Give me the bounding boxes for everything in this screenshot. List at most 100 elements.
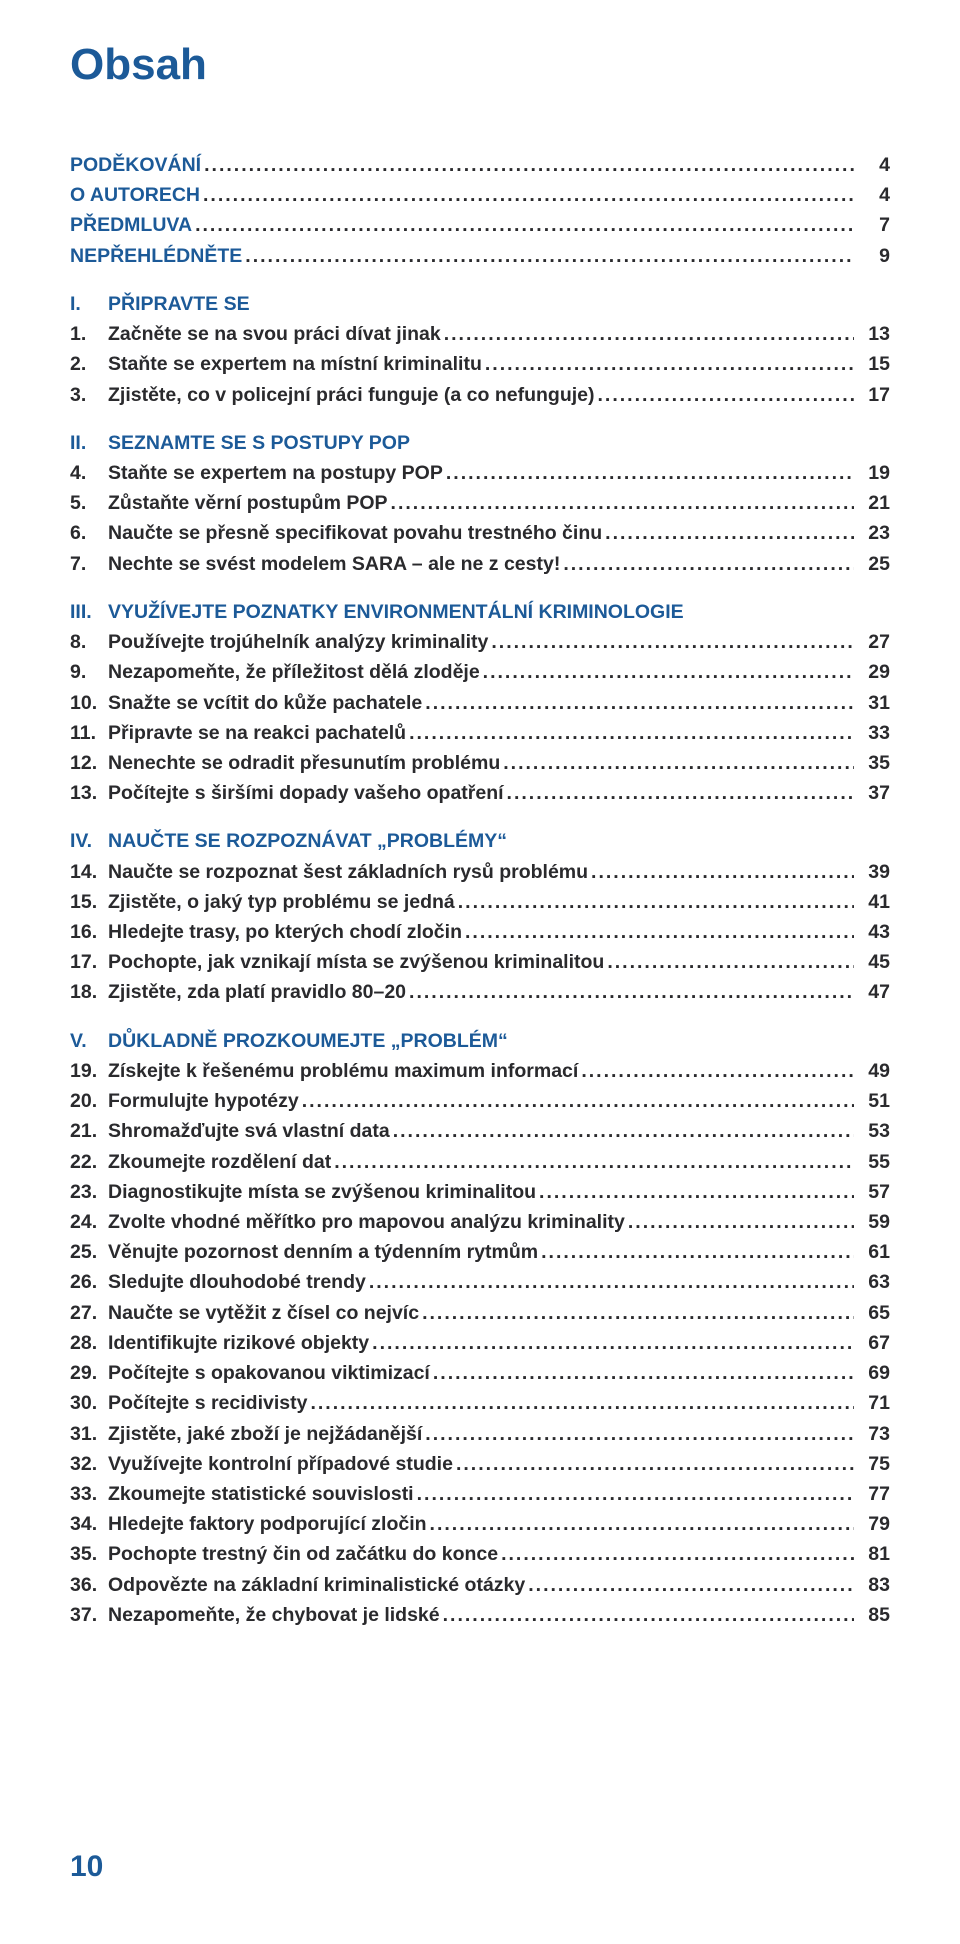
toc-entry: 24.Zvolte vhodné měřítko pro mapovou ana… — [70, 1207, 890, 1237]
toc-entry-number: 25. — [70, 1237, 108, 1267]
toc-entry-label: Počítejte s opakovanou viktimizací — [108, 1358, 430, 1388]
toc-entry-page: 47 — [854, 977, 890, 1007]
toc-entry-page: 39 — [854, 857, 890, 887]
toc-section-heading: III.VYUŽÍVEJTE POZNATKY ENVIRONMENTÁLNÍ … — [70, 597, 890, 627]
page-title: Obsah — [70, 40, 890, 90]
toc-entry: PODĚKOVÁNÍ..............................… — [70, 150, 890, 180]
toc-entry-label: Staňte se expertem na postupy POP — [108, 458, 443, 488]
toc-entry-label: Zůstaňte věrní postupům POP — [108, 488, 388, 518]
toc-entry-page: 21 — [854, 488, 890, 518]
toc-entry-label: PODĚKOVÁNÍ — [70, 150, 201, 180]
toc-entry-number: 3. — [70, 380, 108, 410]
toc-leader-dots: ........................................… — [369, 1328, 854, 1358]
toc-entry-number: 35. — [70, 1539, 108, 1569]
toc-entry-label: Připravte se na reakci pachatelů — [108, 718, 406, 748]
toc-entry-page: 53 — [854, 1116, 890, 1146]
toc-entry-number: 23. — [70, 1177, 108, 1207]
toc-leader-dots: ........................................… — [427, 1509, 854, 1539]
toc-entry-page: 13 — [854, 319, 890, 349]
toc-entry-page: 27 — [854, 627, 890, 657]
toc-entry-number: 9. — [70, 657, 108, 687]
toc-entry: 28.Identifikujte rizikové objekty.......… — [70, 1328, 890, 1358]
toc-entry-page: 63 — [854, 1267, 890, 1297]
toc-entry-number: 18. — [70, 977, 108, 1007]
toc-leader-dots: ........................................… — [498, 1539, 854, 1569]
toc-entry-number: 30. — [70, 1388, 108, 1418]
toc-entry-page: 33 — [854, 718, 890, 748]
toc-entry: 5.Zůstaňte věrní postupům POP...........… — [70, 488, 890, 518]
toc-entry-page: 57 — [854, 1177, 890, 1207]
toc-entry-label: Nezapomeňte, že příležitost dělá zloděje — [108, 657, 480, 687]
toc-entry: 27.Naučte se vytěžit z čísel co nejvíc..… — [70, 1298, 890, 1328]
toc-entry-number: 32. — [70, 1449, 108, 1479]
toc-entry-number: 19. — [70, 1056, 108, 1086]
toc-entry: 2.Staňte se expertem na místní kriminali… — [70, 349, 890, 379]
toc-entry-page: 67 — [854, 1328, 890, 1358]
toc-leader-dots: ........................................… — [414, 1479, 854, 1509]
toc-entry-label: Nechte se svést modelem SARA – ale ne z … — [108, 549, 560, 579]
toc-leader-dots: ........................................… — [536, 1177, 854, 1207]
toc-entry-page: 49 — [854, 1056, 890, 1086]
toc-entry: NEPŘEHLÉDNĚTE...........................… — [70, 241, 890, 271]
toc-section-title: VYUŽÍVEJTE POZNATKY ENVIRONMENTÁLNÍ KRIM… — [108, 597, 684, 627]
toc-entry-number: 14. — [70, 857, 108, 887]
toc-leader-dots: ........................................… — [201, 150, 854, 180]
toc-entry-number: 27. — [70, 1298, 108, 1328]
toc-entry-label: Hledejte faktory podporující zločin — [108, 1509, 427, 1539]
toc-leader-dots: ........................................… — [192, 210, 854, 240]
toc-entry-label: O AUTORECH — [70, 180, 200, 210]
toc-entry-number: 5. — [70, 488, 108, 518]
toc-leader-dots: ........................................… — [299, 1086, 854, 1116]
toc-entry-number: 22. — [70, 1147, 108, 1177]
toc-entry-label: Pochopte, jak vznikají místa se zvýšenou… — [108, 947, 604, 977]
toc-entry-page: 29 — [854, 657, 890, 687]
toc-entry-page: 37 — [854, 778, 890, 808]
toc-section-number: I. — [70, 289, 108, 319]
toc-entry-label: Zkoumejte rozdělení dat — [108, 1147, 331, 1177]
toc-leader-dots: ........................................… — [422, 688, 854, 718]
toc-entry: 8.Používejte trojúhelník analýzy krimina… — [70, 627, 890, 657]
toc-entry: O AUTORECH..............................… — [70, 180, 890, 210]
toc-entry-number: 31. — [70, 1419, 108, 1449]
toc-entry: 32.Využívejte kontrolní případové studie… — [70, 1449, 890, 1479]
toc-entry-page: 4 — [854, 180, 890, 210]
toc-entry-page: 83 — [854, 1570, 890, 1600]
toc-entry-label: Zjistěte, zda platí pravidlo 80–20 — [108, 977, 406, 1007]
toc-section-heading: II.SEZNAMTE SE S POSTUPY POP — [70, 428, 890, 458]
toc-entry-page: 61 — [854, 1237, 890, 1267]
toc-entry-number: 21. — [70, 1116, 108, 1146]
toc-entry: 15.Zjistěte, o jaký typ problému se jedn… — [70, 887, 890, 917]
toc-entry: 12.Nenechte se odradit přesunutím problé… — [70, 748, 890, 778]
toc-entry: 22.Zkoumejte rozdělení dat..............… — [70, 1147, 890, 1177]
toc-section-number: IV. — [70, 826, 108, 856]
toc-section-number: II. — [70, 428, 108, 458]
toc-entry-page: 65 — [854, 1298, 890, 1328]
toc-entry: PŘEDMLUVA...............................… — [70, 210, 890, 240]
toc-leader-dots: ........................................… — [388, 488, 854, 518]
toc-leader-dots: ........................................… — [331, 1147, 854, 1177]
toc-leader-dots: ........................................… — [500, 748, 854, 778]
toc-entry-page: 17 — [854, 380, 890, 410]
toc-entry-number: 28. — [70, 1328, 108, 1358]
toc-leader-dots: ........................................… — [625, 1207, 854, 1237]
toc-entry: 23.Diagnostikujte místa se zvýšenou krim… — [70, 1177, 890, 1207]
toc-leader-dots: ........................................… — [419, 1298, 854, 1328]
toc-entry: 25.Věnujte pozornost denním a týdenním r… — [70, 1237, 890, 1267]
toc-entry-label: NEPŘEHLÉDNĚTE — [70, 241, 242, 271]
toc-entry-page: 35 — [854, 748, 890, 778]
toc-entry-label: Počítejte s širšími dopady vašeho opatře… — [108, 778, 504, 808]
toc-entry-page: 25 — [854, 549, 890, 579]
toc-entry-label: Pochopte trestný čin od začátku do konce — [108, 1539, 498, 1569]
toc-entry: 36.Odpovězte na základní kriminalistické… — [70, 1570, 890, 1600]
toc-entry-number: 12. — [70, 748, 108, 778]
toc-leader-dots: ........................................… — [480, 657, 854, 687]
toc-entry-number: 36. — [70, 1570, 108, 1600]
toc-entry-number: 37. — [70, 1600, 108, 1630]
toc-entry-label: Staňte se expertem na místní kriminalitu — [108, 349, 482, 379]
toc-leader-dots: ........................................… — [242, 241, 854, 271]
toc-section-title: PŘIPRAVTE SE — [108, 289, 250, 319]
toc-entry: 6.Naučte se přesně specifikovat povahu t… — [70, 518, 890, 548]
toc-entry-number: 1. — [70, 319, 108, 349]
toc-leader-dots: ........................................… — [462, 917, 854, 947]
toc-leader-dots: ........................................… — [488, 627, 854, 657]
